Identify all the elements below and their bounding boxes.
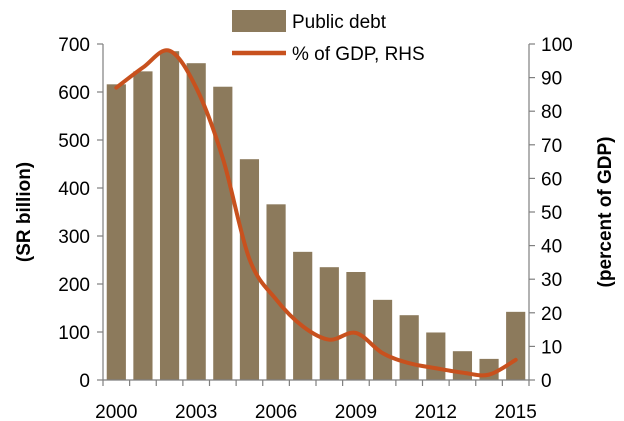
bar-2002 (159, 51, 180, 380)
y-tick-label-left: 500 (58, 131, 90, 152)
y-tick-label-left: 100 (58, 323, 90, 344)
x-tick-label: 2015 (495, 402, 537, 421)
line-series-percent-gdp (114, 48, 518, 378)
x-tick-label: 2000 (95, 402, 137, 421)
x-tick-label: 2009 (335, 402, 377, 421)
bar-2006 (266, 204, 286, 380)
y-tick-label-right: 60 (541, 169, 562, 190)
y-tick-label-right: 20 (541, 304, 562, 325)
y-tick-label-right: 90 (541, 69, 562, 90)
legend-label-percent-gdp: % of GDP, RHS (292, 44, 425, 65)
legend-swatch-public-debt (232, 10, 286, 32)
bar-2015 (506, 311, 526, 380)
bar-2001 (133, 71, 153, 381)
axes: 0 100 200 300 400 500 600 700 0 10 20 30 40 50 60 70 80 9… (58, 35, 572, 421)
y-tick-label-left: 700 (58, 35, 90, 56)
y-tick-label-right: 10 (541, 337, 562, 358)
y-axis-title-right: (percent of GDP) (595, 137, 616, 288)
y-tick-label-right: 40 (541, 237, 562, 258)
bar-2007 (293, 251, 313, 380)
x-tick-label: 2012 (415, 402, 457, 421)
y-tick-label-left: 0 (79, 371, 90, 392)
y-tick-label-right: 50 (541, 203, 562, 224)
y-tick-label-right: 70 (541, 136, 562, 157)
y-tick-label-right: 100 (541, 35, 573, 56)
legend-label-public-debt: Public debt (292, 12, 387, 33)
bar-2000 (106, 84, 126, 380)
legend: Public debt % of GDP, RHS (232, 10, 425, 65)
bar-2008 (319, 267, 339, 380)
y-tick-label-right: 30 (541, 270, 562, 291)
y-tick-label-right: 80 (541, 102, 562, 123)
x-tick-label: 2006 (255, 402, 297, 421)
bar-2012 (426, 332, 446, 380)
y-tick-label-left: 600 (58, 83, 90, 104)
bar-2003 (186, 63, 206, 380)
y-tick-label-left: 300 (58, 227, 90, 248)
bar-2009 (346, 272, 366, 380)
y-tick-label-left: 200 (58, 275, 90, 296)
bar-series-public-debt (106, 51, 526, 381)
y-axis-title-left: (SR billion) (14, 162, 35, 262)
bar-2004 (213, 86, 233, 380)
x-tick-label: 2003 (175, 402, 217, 421)
y-tick-label-right: 0 (541, 371, 552, 392)
bar-2010 (372, 299, 393, 380)
bar-2011 (399, 315, 419, 380)
y-tick-label-left: 400 (58, 179, 90, 200)
bar-2005 (239, 159, 260, 380)
